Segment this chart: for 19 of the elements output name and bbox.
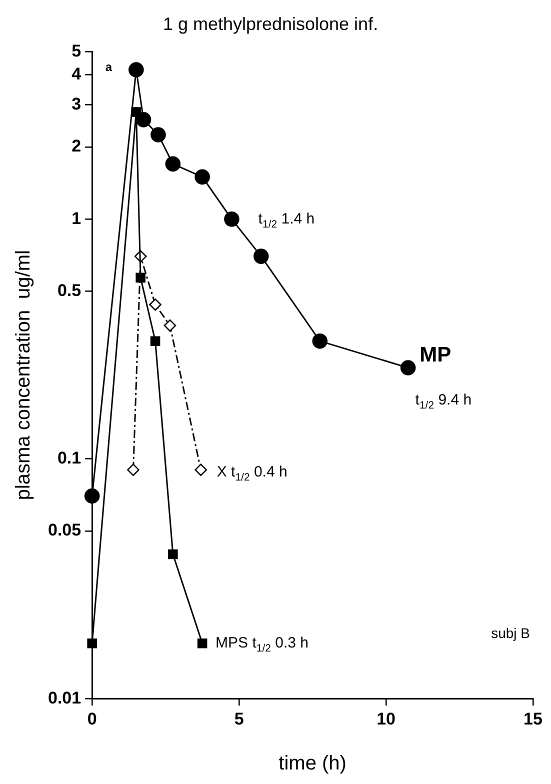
y-tick-label: 2: [72, 136, 82, 156]
y-tick-label: 0.5: [57, 281, 82, 300]
x-tick-label: 15: [524, 709, 542, 728]
y-tick-label: 0.01: [48, 688, 82, 708]
annotation: a: [105, 60, 112, 74]
y-tick-label: 5: [72, 41, 82, 60]
x-tick-label: 0: [87, 709, 97, 728]
x-axis-title: time (h): [278, 752, 346, 775]
annotation: MP: [420, 343, 452, 366]
y-axis-title: plasma concentration ug/ml: [12, 250, 35, 500]
y-tick-label: 0.05: [48, 520, 82, 540]
y-tick-label: 0.1: [57, 448, 82, 468]
chart-title: 1 g methylprednisolone inf.: [162, 14, 378, 34]
y-tick-label: 3: [72, 94, 82, 114]
x-tick-label: 10: [376, 709, 396, 728]
y-tick-label: 4: [72, 64, 82, 84]
x-tick-label: 5: [234, 709, 244, 728]
annotation: subj B: [491, 624, 530, 641]
y-tick-label: 1: [72, 208, 82, 228]
